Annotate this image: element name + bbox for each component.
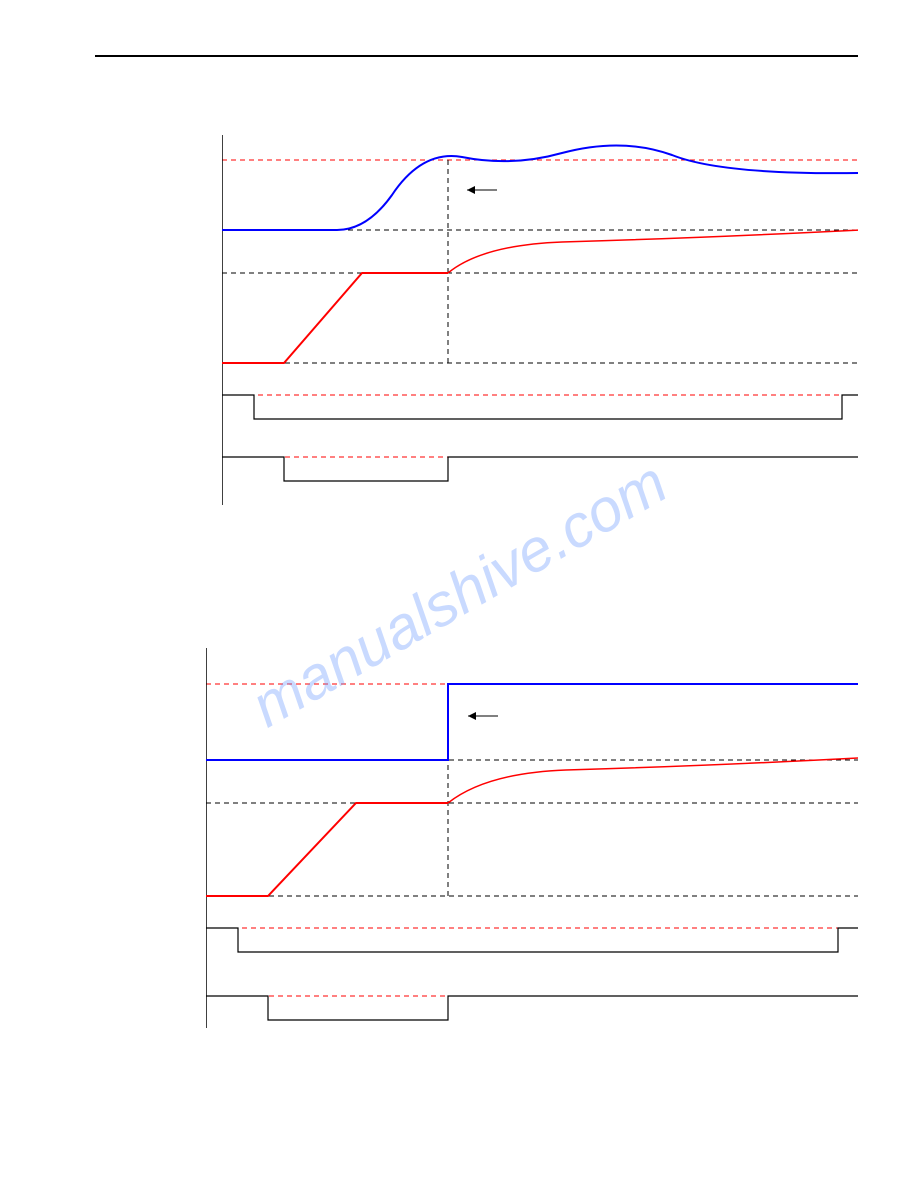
header-rule	[95, 55, 858, 57]
diagram-1	[222, 135, 858, 505]
diagram-2	[206, 648, 858, 1028]
